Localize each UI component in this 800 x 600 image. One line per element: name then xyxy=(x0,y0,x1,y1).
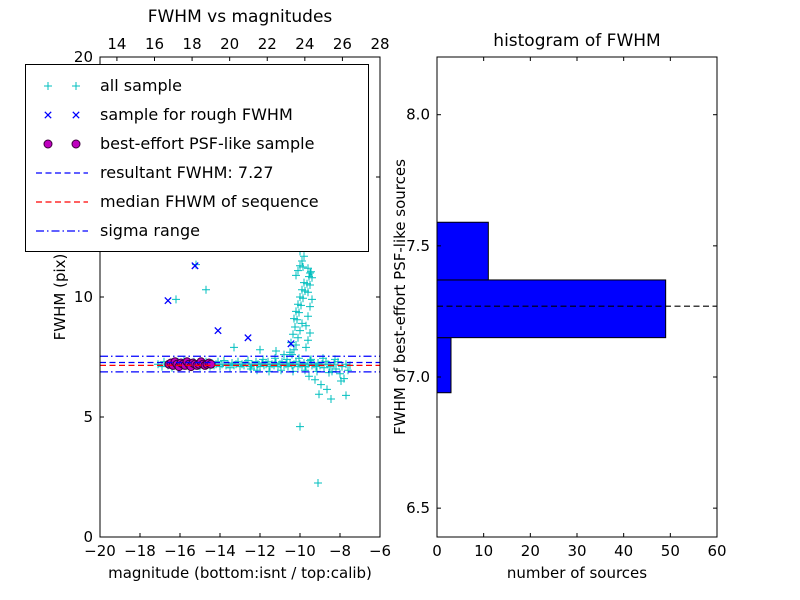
svg-text:7.0: 7.0 xyxy=(406,368,430,386)
svg-text:−14: −14 xyxy=(204,542,236,560)
svg-text:28: 28 xyxy=(370,35,389,53)
svg-text:−18: −18 xyxy=(124,542,156,560)
svg-text:24: 24 xyxy=(295,35,314,53)
svg-text:26: 26 xyxy=(333,35,352,53)
all-sample-marker-icon xyxy=(44,81,80,90)
left-ylabel: FWHM (pix) xyxy=(51,253,69,341)
legend-row: resultant FWHM: 7.27 xyxy=(34,158,360,187)
legend-row: best-effort PSF-like sample xyxy=(34,129,360,158)
legend-label: resultant FWHM: 7.27 xyxy=(100,163,274,182)
svg-text:−16: −16 xyxy=(164,542,196,560)
svg-text:10: 10 xyxy=(74,288,93,306)
legend-row: sample for rough FWHM xyxy=(34,100,360,129)
svg-text:−6: −6 xyxy=(369,542,391,560)
right-xlabel: number of sources xyxy=(506,564,648,582)
legend-row: sigma range xyxy=(34,216,360,245)
svg-text:60: 60 xyxy=(707,542,726,560)
legend-row: all sample xyxy=(34,71,360,100)
svg-text:7.5: 7.5 xyxy=(406,237,430,255)
svg-text:−10: −10 xyxy=(284,542,316,560)
svg-text:16: 16 xyxy=(145,35,164,53)
median-fwhm-line-icon xyxy=(36,200,88,203)
svg-text:20: 20 xyxy=(521,542,540,560)
right-ylabel: FWHM of best-effort PSF-like sources xyxy=(391,159,409,435)
svg-text:50: 50 xyxy=(661,542,680,560)
svg-text:18: 18 xyxy=(183,35,202,53)
right-plot-title: histogram of FWHM xyxy=(493,31,661,51)
psf-sample-marker-icon xyxy=(43,139,81,148)
left-plot-title: FWHM vs magnitudes xyxy=(147,7,333,27)
svg-text:−20: −20 xyxy=(84,542,116,560)
svg-text:−8: −8 xyxy=(329,542,351,560)
svg-text:5: 5 xyxy=(83,408,93,426)
legend-label: sigma range xyxy=(100,221,200,240)
svg-text:20: 20 xyxy=(74,48,93,66)
svg-text:14: 14 xyxy=(107,35,126,53)
legend-label: all sample xyxy=(100,76,182,95)
legend-label: median FHWM of sequence xyxy=(100,192,319,211)
resultant-fwhm-line-icon xyxy=(36,171,88,174)
svg-text:10: 10 xyxy=(474,542,493,560)
svg-text:0: 0 xyxy=(83,528,93,546)
left-xlabel: magnitude (bottom:isnt / top:calib) xyxy=(108,564,372,582)
legend-row: median FHWM of sequence xyxy=(34,187,360,216)
svg-text:40: 40 xyxy=(614,542,633,560)
svg-text:8.0: 8.0 xyxy=(406,106,430,124)
svg-text:20: 20 xyxy=(220,35,239,53)
svg-text:−12: −12 xyxy=(244,542,276,560)
svg-text:0: 0 xyxy=(432,542,442,560)
legend-label: sample for rough FWHM xyxy=(100,105,293,124)
svg-text:22: 22 xyxy=(258,35,277,53)
sigma-range-line-icon xyxy=(36,229,88,232)
svg-text:30: 30 xyxy=(567,542,586,560)
legend: all sample sample for rough FWHM best-ef… xyxy=(25,64,369,252)
rough-fwhm-marker-icon xyxy=(44,110,80,119)
legend-label: best-effort PSF-like sample xyxy=(100,134,315,153)
svg-text:6.5: 6.5 xyxy=(406,499,430,517)
